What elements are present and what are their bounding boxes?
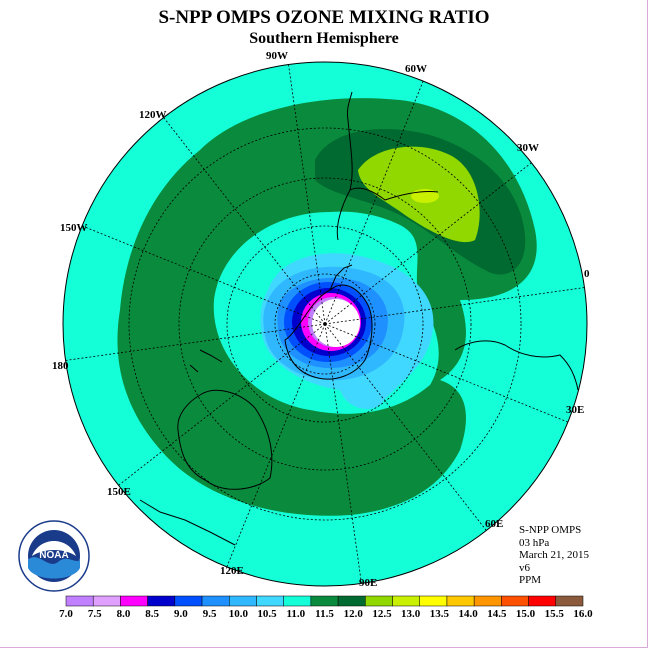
colorbar-cells xyxy=(65,595,584,607)
label-30e: 30E xyxy=(566,404,585,416)
latitude-circle-1 xyxy=(274,273,376,375)
colorbar-cell xyxy=(201,595,230,607)
graticule xyxy=(65,64,585,584)
south-america-coast xyxy=(336,91,439,241)
colorbar-tick-label: 15.5 xyxy=(544,608,564,620)
colorbar-tick-label: 7.5 xyxy=(87,608,102,620)
colorbar-tick-label: 11.5 xyxy=(315,608,334,620)
label-60e: 60E xyxy=(485,518,504,530)
colorbar-cell xyxy=(92,595,121,607)
colorbar-cell xyxy=(283,595,312,607)
colorbar-tick-label: 16.0 xyxy=(573,608,593,620)
label-90w: 90W xyxy=(266,50,288,62)
date-text: March 21, 2015 xyxy=(519,549,589,561)
new-zealand-coast xyxy=(189,349,223,373)
antarctica-coast xyxy=(284,284,373,380)
colorbar-cell xyxy=(337,595,366,607)
noaa-logo: NOAA xyxy=(18,520,90,592)
colorbar-cell xyxy=(501,595,529,607)
colorbar-tick-label: 9.0 xyxy=(174,608,188,620)
map-subtitle: Southern Hemisphere xyxy=(249,30,399,47)
colorbar-cell xyxy=(174,595,203,607)
label-0: 0 xyxy=(584,268,590,280)
label-60w: 60W xyxy=(405,63,427,75)
ozone-field xyxy=(63,62,587,586)
colorbar-tick-label: 8.0 xyxy=(116,608,131,620)
colorbar-tick-label: 14.5 xyxy=(487,608,507,620)
polar-no-data xyxy=(312,299,360,347)
colorbar-cell xyxy=(528,595,557,607)
label-120e: 120E xyxy=(220,565,244,577)
colorbar-cell xyxy=(120,595,148,607)
colorbar-tick-label: 13.0 xyxy=(401,608,421,620)
colorbar-tick-label: 8.5 xyxy=(145,608,160,620)
indonesia-coast xyxy=(139,499,236,546)
colorbar-cell xyxy=(65,595,94,607)
map-boundary xyxy=(62,61,588,587)
colorbar-cell xyxy=(147,595,176,607)
colorbar-tick-label: 12.5 xyxy=(372,608,392,620)
label-150e: 150E xyxy=(107,486,131,498)
colorbar-tick-label: 9.5 xyxy=(202,608,217,620)
colorbar-cell xyxy=(555,595,584,607)
units-text: PPM xyxy=(519,574,542,586)
logo-text: NOAA xyxy=(39,550,68,561)
label-90e: 90E xyxy=(359,577,378,589)
label-120w: 120W xyxy=(139,109,167,121)
version-text: v6 xyxy=(519,561,530,574)
colorbar-tick-label: 10.5 xyxy=(257,608,277,620)
africa-coast xyxy=(454,340,579,391)
latitude-circle-4 xyxy=(128,127,522,521)
australia-coast xyxy=(177,389,273,490)
level-text: 03 hPa xyxy=(519,536,550,549)
label-180: 180 xyxy=(52,360,69,372)
label-150w: 150W xyxy=(60,222,88,234)
colorbar-tick-label: 12.0 xyxy=(343,608,363,620)
colorbar-cell xyxy=(473,595,502,607)
colorbar-cell xyxy=(310,595,339,607)
instrument-text: S-NPP OMPS xyxy=(519,524,582,536)
coastlines xyxy=(139,91,579,546)
colorbar-tick-label: 7.0 xyxy=(59,608,73,620)
colorbar-tick-label: 11.0 xyxy=(286,608,306,620)
colorbar-cell xyxy=(392,595,420,607)
colorbar-cell xyxy=(256,595,284,607)
colorbar-cell xyxy=(419,595,448,607)
latitude-circle-3 xyxy=(178,177,472,471)
colorbar-cell xyxy=(229,595,257,607)
colorbar-tick-label: 10.0 xyxy=(228,608,248,620)
colorbar-cell xyxy=(365,595,393,607)
label-30w: 30W xyxy=(517,142,539,154)
info-block: S-NPP OMPS 03 hPa March 21, 2015 v6 PPM xyxy=(519,524,589,587)
map-title: S-NPP OMPS OZONE MIXING RATIO xyxy=(158,7,490,28)
colorbar-cell xyxy=(446,595,475,607)
latitude-circle-2 xyxy=(226,225,424,423)
colorbar-tick-label: 15.0 xyxy=(515,608,536,620)
colorbar-tick-label: 14.0 xyxy=(458,608,478,620)
colorbar-tick-label: 13.5 xyxy=(429,608,449,620)
south-pole-marker xyxy=(323,322,327,326)
